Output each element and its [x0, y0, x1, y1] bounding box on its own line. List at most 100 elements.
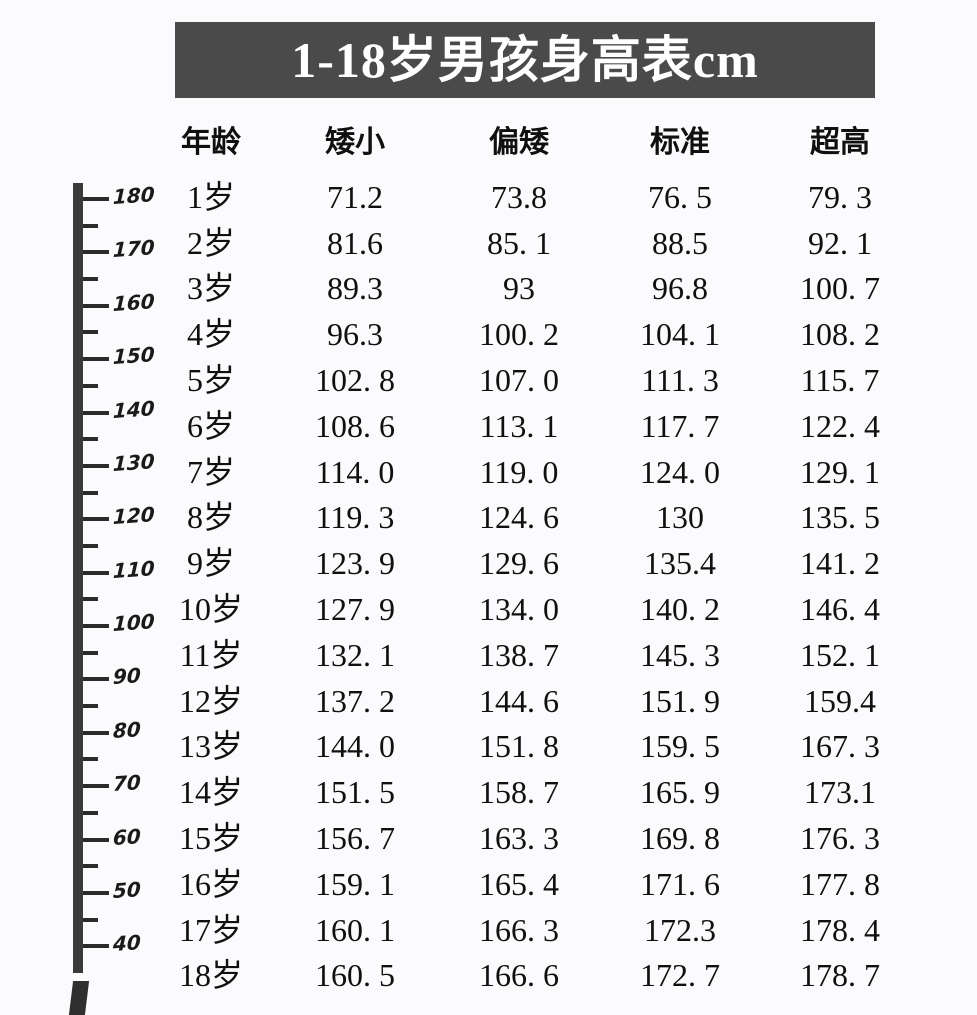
ruler-minor-tick — [83, 330, 98, 335]
cell-short: 160. 5 — [315, 957, 395, 994]
table-row: 9岁 123. 9 129. 6 135.4 141. 2 — [150, 540, 950, 586]
cell-short: 71.2 — [327, 178, 383, 215]
cell-standard: 104. 1 — [640, 316, 720, 353]
cell-age: 8岁 — [186, 499, 235, 536]
cell-subshort: 93 — [503, 270, 535, 307]
cell-tall: 176. 3 — [800, 820, 880, 857]
ruler-minor-tick — [83, 490, 98, 495]
cell-standard: 76. 5 — [648, 178, 712, 215]
cell-subshort: 129. 6 — [479, 545, 559, 582]
cell-tall: 178. 7 — [800, 957, 880, 994]
ruler-major-tick — [83, 410, 109, 415]
ruler-major-tick — [83, 197, 109, 201]
cell-tall: 159.4 — [804, 682, 876, 719]
cell-tall: 141. 2 — [800, 545, 880, 582]
ruler-major-tick — [83, 944, 109, 949]
cell-age: 3岁 — [186, 270, 235, 307]
cell-short: 114. 0 — [315, 453, 395, 490]
cell-tall: 92. 1 — [808, 224, 872, 261]
ruler-tick-label: 50 — [112, 876, 142, 903]
cell-standard: 130 — [656, 499, 704, 536]
table-row: 13岁 144. 0 151. 8 159. 5 167. 3 — [150, 724, 950, 770]
cell-age: 7岁 — [186, 453, 235, 490]
cell-age: 11岁 — [179, 636, 243, 673]
cell-short: 108. 6 — [315, 407, 395, 444]
ruler-tick-label: 90 — [112, 663, 142, 690]
cell-standard: 169. 8 — [640, 820, 720, 857]
cell-subshort: 151. 8 — [479, 728, 559, 765]
ruler-tick-label: 40 — [112, 930, 142, 957]
column-header-tall: 超高 — [810, 125, 870, 160]
cell-subshort: 107. 0 — [479, 362, 559, 399]
table-row: 7岁 114. 0 119. 0 124. 0 129. 1 — [150, 449, 950, 495]
cell-short: 151. 5 — [315, 774, 395, 811]
cell-standard: 111. 3 — [641, 362, 719, 399]
cell-standard: 96.8 — [652, 270, 708, 307]
ruler-major-tick — [83, 890, 109, 895]
cell-standard: 145. 3 — [640, 636, 720, 673]
column-header-age: 年龄 — [181, 125, 241, 160]
cell-tall: 79. 3 — [808, 178, 872, 215]
cell-standard: 159. 5 — [640, 728, 720, 765]
cell-standard: 88.5 — [652, 224, 708, 261]
cell-short: 127. 9 — [315, 591, 395, 628]
table-body: 1岁 71.2 73.8 76. 5 79. 3 2岁 81.6 85. 1 88.5 92. 1… — [150, 174, 950, 998]
cell-standard: 172. 7 — [640, 957, 720, 994]
ruler-major-tick — [83, 837, 109, 842]
ruler-tick-label: 160 — [112, 288, 156, 316]
table-row: 12岁 137. 2 144. 6 151. 9 159.4 — [150, 678, 950, 724]
cell-subshort: 73.8 — [491, 178, 547, 215]
column-header-short: 矮小 — [325, 125, 385, 160]
table-row: 15岁 156. 7 163. 3 169. 8 176. 3 — [150, 815, 950, 861]
table-row: 3岁 89.3 93 96.8 100. 7 — [150, 266, 950, 312]
table-header-row: 年龄 矮小 偏矮 标准 超高 — [150, 112, 950, 174]
cell-standard: 172.3 — [644, 911, 716, 948]
cell-standard: 117. 7 — [640, 407, 720, 444]
cell-short: 81.6 — [327, 224, 383, 261]
cell-age: 5岁 — [186, 362, 235, 399]
cell-standard: 140. 2 — [640, 591, 720, 628]
ruler-tick-label: 140 — [112, 395, 156, 423]
ruler-minor-tick — [83, 757, 98, 762]
cell-subshort: 166. 3 — [479, 911, 559, 948]
cell-subshort: 85. 1 — [487, 224, 551, 261]
table-row: 5岁 102. 8 107. 0 111. 3 115. 7 — [150, 357, 950, 403]
ruler-bar — [73, 183, 83, 973]
cell-age: 10岁 — [178, 591, 243, 628]
cell-subshort: 134. 0 — [479, 591, 559, 628]
cell-subshort: 113. 1 — [479, 407, 559, 444]
cell-short: 102. 8 — [315, 362, 395, 399]
cell-short: 96.3 — [327, 316, 383, 353]
cell-tall: 173.1 — [804, 774, 876, 811]
cell-age: 18岁 — [178, 957, 243, 994]
table-row: 17岁 160. 1 166. 3 172.3 178. 4 — [150, 907, 950, 953]
cell-age: 13岁 — [178, 728, 243, 765]
ruler-major-tick — [83, 357, 109, 362]
ruler-minor-tick — [83, 704, 98, 709]
cell-standard: 171. 6 — [640, 865, 720, 902]
cell-tall: 167. 3 — [800, 728, 880, 765]
cell-subshort: 163. 3 — [479, 820, 559, 857]
column-header-subshort: 偏矮 — [489, 125, 549, 160]
ruler-major-tick — [83, 677, 109, 682]
cell-subshort: 165. 4 — [479, 865, 559, 902]
height-ruler: 180 170 160 150 140 130 120 110 100 90 80 70 60 50 40 — [60, 175, 175, 1015]
cell-tall: 177. 8 — [800, 865, 880, 902]
ruler-minor-tick — [83, 650, 98, 655]
table-row: 16岁 159. 1 165. 4 171. 6 177. 8 — [150, 861, 950, 907]
ruler-minor-tick — [83, 543, 98, 548]
ruler-major-tick — [83, 624, 109, 629]
cell-subshort: 144. 6 — [479, 682, 559, 719]
ruler-tick-label: 70 — [112, 770, 142, 797]
cell-tall: 100. 7 — [800, 270, 880, 307]
table-row: 6岁 108. 6 113. 1 117. 7 122. 4 — [150, 403, 950, 449]
cell-tall: 135. 5 — [800, 499, 880, 536]
cell-tall: 108. 2 — [800, 316, 880, 353]
cell-age: 1岁 — [186, 178, 235, 215]
ruler-major-tick — [83, 784, 109, 789]
ruler-minor-tick — [83, 864, 98, 869]
cell-tall: 122. 4 — [800, 407, 880, 444]
ruler-major-tick — [83, 463, 109, 468]
cell-subshort: 100. 2 — [479, 316, 559, 353]
ruler-tick-label: 180 — [112, 182, 156, 210]
